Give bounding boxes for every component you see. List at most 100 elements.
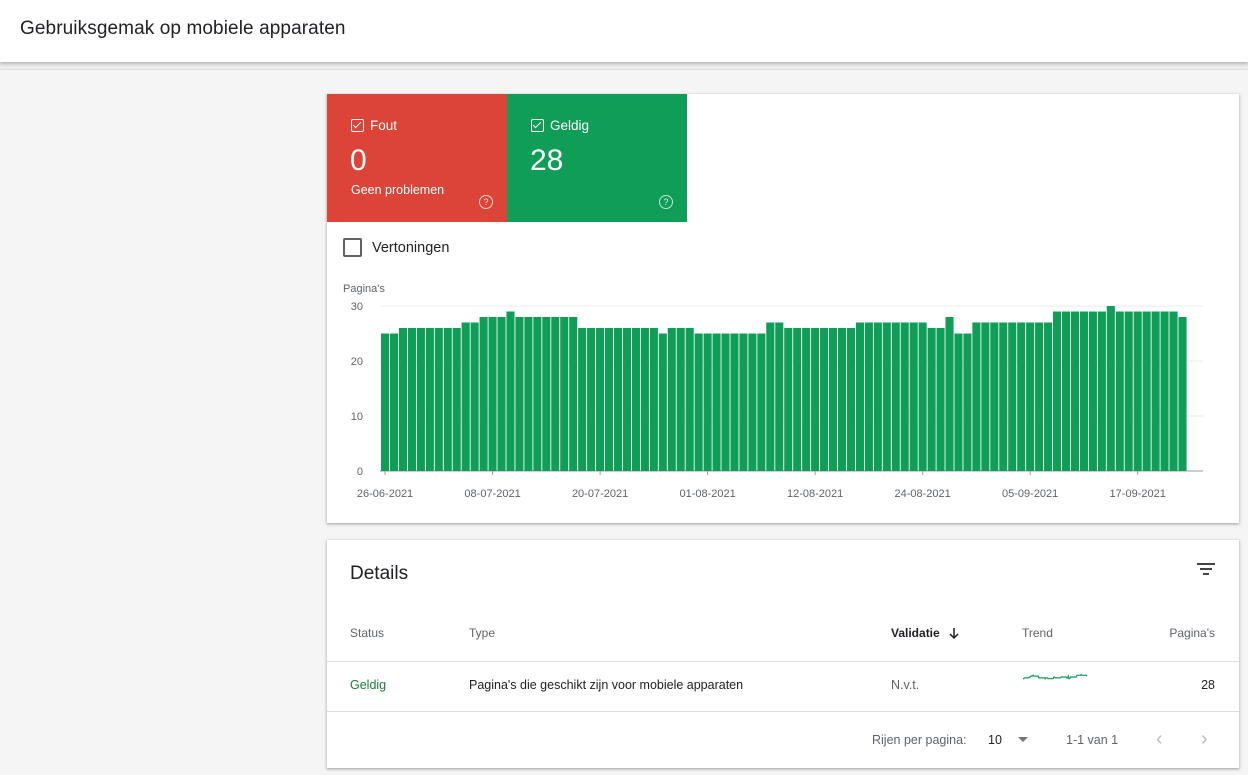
bar (1061, 311, 1071, 471)
filter-icon[interactable] (1197, 562, 1215, 576)
top-app-bar: Gebruiksgemak op mobiele apparaten (0, 0, 1248, 62)
bar (829, 328, 838, 471)
bar (470, 322, 479, 471)
row-divider (327, 711, 1239, 712)
bar (1035, 322, 1044, 471)
bar (1079, 311, 1088, 471)
bar (712, 333, 721, 471)
checkbox-checked-icon[interactable] (531, 119, 544, 132)
bar (443, 328, 452, 471)
y-tick-label: 20 (351, 356, 363, 368)
error-tile[interactable]: Fout 0 Geen problemen ? (327, 94, 507, 222)
bar (461, 322, 470, 471)
dropdown-arrow-icon[interactable] (1018, 737, 1028, 742)
bar (1070, 311, 1080, 471)
bar (1169, 311, 1178, 471)
bar (793, 328, 802, 471)
y-tick-label: 30 (351, 301, 363, 313)
bar (1044, 322, 1053, 471)
bar (425, 328, 434, 471)
bar (381, 333, 390, 471)
bar (622, 328, 632, 471)
row-divider (327, 661, 1239, 662)
x-tick-label: 24-08-2021 (895, 488, 951, 500)
bar (873, 322, 882, 471)
pagination-range: 1-1 van 1 (1066, 733, 1119, 747)
column-header-status[interactable]: Status (350, 626, 385, 640)
bar (918, 322, 927, 471)
y-tick-label: 10 (351, 411, 363, 423)
x-tick-label: 12-08-2021 (787, 488, 843, 500)
next-page-icon[interactable]: › (1201, 728, 1208, 750)
rows-per-page-label: Rijen per pagina: (872, 733, 967, 747)
column-header-type[interactable]: Type (469, 626, 496, 640)
bar (972, 322, 981, 471)
valid-tile[interactable]: Geldig 28 ? (507, 94, 687, 222)
column-header-pages[interactable]: Pagina's (1169, 626, 1215, 640)
bar (927, 328, 936, 471)
bar (605, 328, 614, 471)
bar (578, 328, 587, 471)
y-axis-label: Pagina's (343, 283, 385, 295)
bar (882, 322, 891, 471)
bar (434, 328, 443, 471)
bar (479, 317, 488, 471)
validation-cell: N.v.t. (891, 678, 920, 692)
help-icon[interactable]: ? (659, 195, 673, 209)
bar (891, 322, 900, 471)
bar (667, 328, 676, 471)
bar (658, 333, 667, 471)
x-tick-label: 26-06-2021 (357, 488, 413, 500)
column-header-trend[interactable]: Trend (1022, 626, 1053, 640)
error-subtitle: Geen problemen (351, 183, 445, 197)
previous-page-icon[interactable]: ‹ (1156, 728, 1163, 750)
bar (1053, 311, 1062, 471)
bar (497, 317, 506, 471)
bar (649, 328, 658, 471)
rows-per-page-select[interactable]: 10 (988, 733, 1002, 747)
error-count: 0 (350, 144, 367, 177)
bar (631, 328, 640, 471)
status-cell: Geldig (350, 678, 387, 692)
filter-icon-line (1197, 563, 1215, 565)
bar (1008, 322, 1017, 471)
page-title: Gebruiksgemak op mobiele apparaten (20, 18, 346, 39)
bar (846, 328, 856, 471)
bar (613, 328, 623, 471)
bar (1178, 317, 1187, 471)
bar (587, 328, 596, 471)
bar (963, 333, 972, 471)
bar (515, 317, 524, 471)
checkbox-checked-icon[interactable] (351, 119, 364, 132)
bar (640, 328, 649, 471)
x-tick-label: 08-07-2021 (464, 488, 520, 500)
bar (506, 311, 515, 471)
filter-icon-line (1200, 568, 1212, 570)
x-tick-label: 05-09-2021 (1002, 488, 1058, 500)
arrow-down-icon (949, 628, 959, 639)
bar (999, 322, 1008, 471)
impressions-toggle[interactable]: Vertoningen (343, 238, 449, 257)
bar (757, 333, 766, 471)
bar (569, 317, 578, 471)
error-tile-header: Fout (351, 118, 397, 133)
bar (703, 333, 712, 471)
bar (407, 328, 416, 471)
bar (685, 328, 694, 471)
bar (542, 317, 551, 471)
valid-tile-header: Geldig (531, 118, 589, 133)
bar (676, 328, 685, 471)
x-tick-label: 17-09-2021 (1110, 488, 1166, 500)
bar (452, 328, 461, 471)
bar (1106, 306, 1115, 471)
bar (1026, 322, 1035, 471)
type-cell: Pagina's die geschikt zijn voor mobiele … (469, 678, 744, 692)
bar (416, 328, 425, 471)
bar (1151, 311, 1160, 471)
bar (990, 322, 999, 471)
column-header-validation[interactable]: Validatie (891, 626, 960, 640)
valid-tile-label: Geldig (550, 118, 590, 133)
bar (596, 328, 605, 471)
help-icon[interactable]: ? (479, 195, 493, 209)
checkbox-unchecked-icon[interactable] (343, 238, 362, 257)
